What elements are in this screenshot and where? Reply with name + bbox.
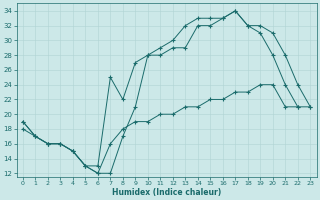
X-axis label: Humidex (Indice chaleur): Humidex (Indice chaleur): [112, 188, 221, 197]
